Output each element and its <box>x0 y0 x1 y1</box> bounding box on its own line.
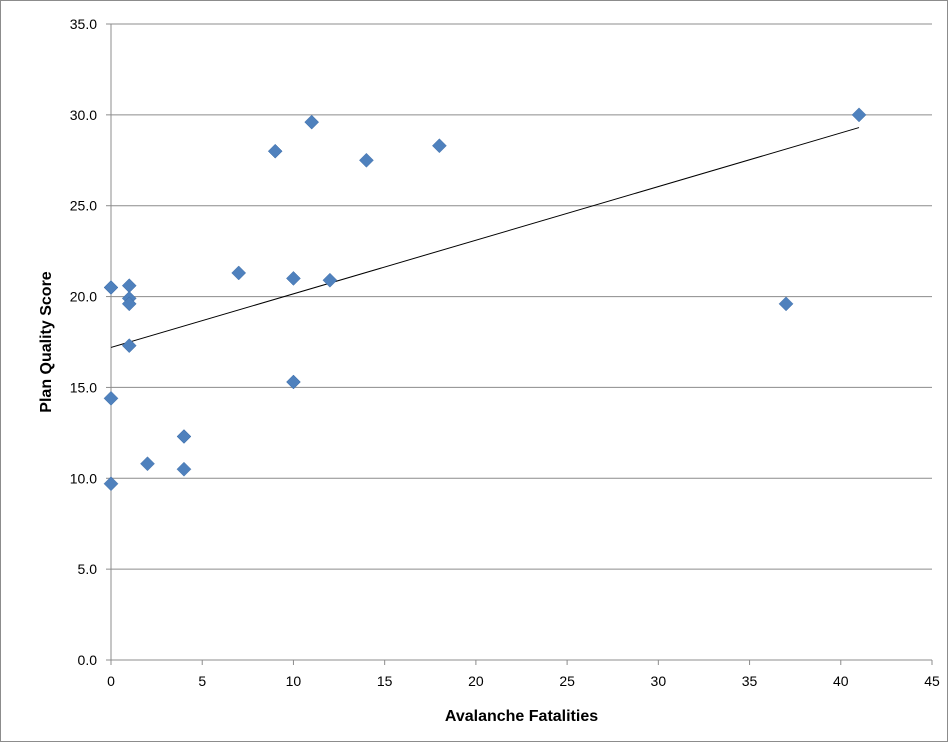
y-tick-label: 5.0 <box>78 561 98 577</box>
data-point <box>103 476 119 492</box>
x-axis-title: Avalanche Fatalities <box>445 708 598 725</box>
data-point <box>231 265 247 281</box>
x-tick-label: 15 <box>377 673 393 689</box>
data-point <box>121 338 137 353</box>
data-point <box>103 280 119 295</box>
y-tick-label: 15.0 <box>70 379 97 395</box>
data-point <box>432 138 447 154</box>
x-tick-label: 10 <box>286 673 302 689</box>
trendline-group <box>110 127 860 348</box>
data-point <box>121 296 137 312</box>
x-tick-label: 20 <box>468 673 484 689</box>
gridlines <box>111 23 932 570</box>
data-point <box>359 152 374 168</box>
data-point <box>103 390 119 406</box>
data-point <box>286 374 301 390</box>
x-tick-label: 35 <box>742 673 758 689</box>
y-tick-label: 20.0 <box>70 289 97 305</box>
data-point <box>140 456 155 472</box>
data-point <box>286 271 301 286</box>
x-tick-label: 30 <box>651 673 667 689</box>
axes <box>106 23 933 665</box>
x-tick-label: 0 <box>107 673 115 689</box>
x-tick-label: 45 <box>924 673 940 689</box>
data-point <box>176 461 192 477</box>
data-point <box>267 143 283 159</box>
data-point <box>778 296 794 312</box>
trendline <box>110 127 860 348</box>
data-point <box>121 278 137 294</box>
data-point <box>322 272 338 288</box>
data-point <box>176 429 192 444</box>
y-tick-label: 30.0 <box>70 107 97 123</box>
y-tick-label: 10.0 <box>70 470 97 486</box>
data-points <box>103 107 867 492</box>
x-tick-label: 25 <box>559 673 575 689</box>
tick-labels: 0.0 5.0 10.0 15.0 20.0 25.0 30.0 35.0 0 5 10 15 20 25… <box>70 16 940 689</box>
y-tick-label: 35.0 <box>70 16 97 32</box>
data-point <box>304 114 320 130</box>
y-tick-label: 25.0 <box>70 198 97 214</box>
y-tick-label: 0.0 <box>78 652 98 668</box>
x-tick-label: 40 <box>833 673 849 689</box>
data-point <box>851 107 867 123</box>
x-tick-label: 5 <box>198 673 206 689</box>
y-axis-title: Plan Quality Score <box>38 271 55 412</box>
